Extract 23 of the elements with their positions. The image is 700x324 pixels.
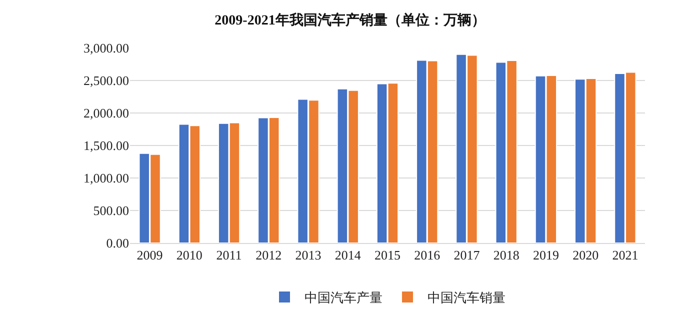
x-tick-label: 2016 [414, 248, 441, 263]
x-tick-label: 2011 [216, 248, 242, 263]
x-tick-label: 2012 [256, 248, 282, 263]
x-tick-label: 2009 [136, 248, 163, 263]
y-tick-label: 3,000.00 [84, 40, 129, 56]
x-tick-label: 2013 [295, 248, 322, 263]
x-tick-label: 2017 [454, 248, 480, 263]
legend-label: 中国汽车销量 [428, 291, 506, 306]
chart-title: 2009-2021年我国汽车产销量（单位：万辆） [214, 11, 486, 28]
y-tick-label: 0.00 [106, 236, 129, 251]
y-tick-label: 1,000.00 [84, 170, 129, 186]
x-tick-label: 2021 [612, 248, 638, 263]
x-tick-label: 2010 [176, 248, 202, 263]
y-tick-label: 1,500.00 [84, 138, 129, 154]
y-tick-label: 2,500.00 [84, 73, 129, 88]
x-tick-label: 2020 [572, 248, 599, 263]
x-tick-label: 2015 [374, 248, 400, 263]
y-tick-label: 2,000.00 [84, 106, 129, 121]
x-tick-label: 2018 [493, 248, 520, 263]
x-tick-label: 2014 [334, 248, 362, 263]
legend-label: 中国汽车产量 [304, 291, 382, 306]
x-tick-label: 2019 [532, 248, 559, 263]
y-tick-label: 500.00 [93, 203, 129, 218]
